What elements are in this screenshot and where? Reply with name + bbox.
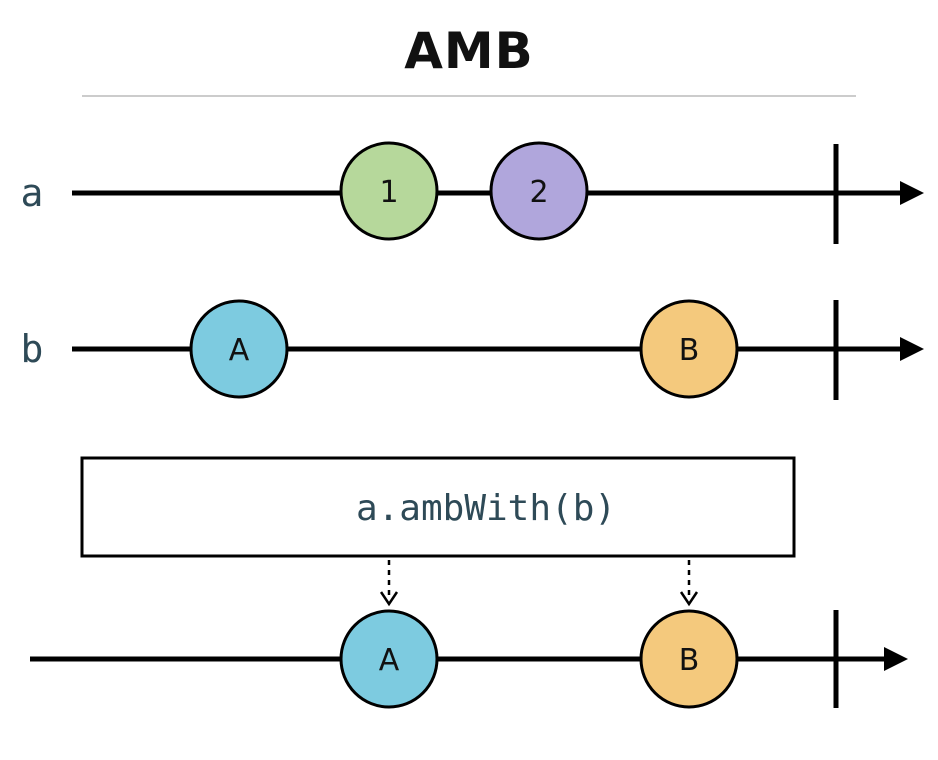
output-arrowhead xyxy=(884,647,908,671)
stream-b-label: b xyxy=(21,327,44,371)
output-marble-1: A xyxy=(339,609,439,709)
emission-arrow-2 xyxy=(679,560,699,607)
marble-circle xyxy=(489,141,589,241)
operator-box: a.ambWith(b) xyxy=(80,456,796,558)
stream-b-marble-2: B xyxy=(639,299,739,399)
marble-circle xyxy=(339,609,439,709)
marble-label: A xyxy=(379,643,400,678)
output-marble-2: B xyxy=(639,609,739,709)
output-stream: A B xyxy=(30,609,908,709)
emission-arrow-1 xyxy=(379,560,399,607)
marble-circle xyxy=(189,299,289,399)
stream-b-marble-1: A xyxy=(189,299,289,399)
stream-b: b A B xyxy=(21,299,924,400)
marble-label: B xyxy=(679,333,700,368)
operator-box-frame xyxy=(80,456,796,558)
diagram-title: AMB xyxy=(404,22,534,80)
marble-circle xyxy=(639,299,739,399)
stream-b-arrowhead xyxy=(900,337,924,361)
marble-label: 1 xyxy=(379,175,398,210)
stream-a-label: a xyxy=(21,171,44,215)
operator-label: a.ambWith(b) xyxy=(356,488,616,529)
marble-label: 2 xyxy=(529,175,548,210)
marble-circle xyxy=(339,141,439,241)
stream-a-arrowhead xyxy=(900,181,924,205)
marble-label: A xyxy=(229,333,250,368)
stream-a-marble-1: 1 xyxy=(339,141,439,241)
marble-circle xyxy=(639,609,739,709)
stream-a-marble-2: 2 xyxy=(489,141,589,241)
stream-a: a 1 2 xyxy=(21,141,924,244)
marble-label: B xyxy=(679,643,700,678)
